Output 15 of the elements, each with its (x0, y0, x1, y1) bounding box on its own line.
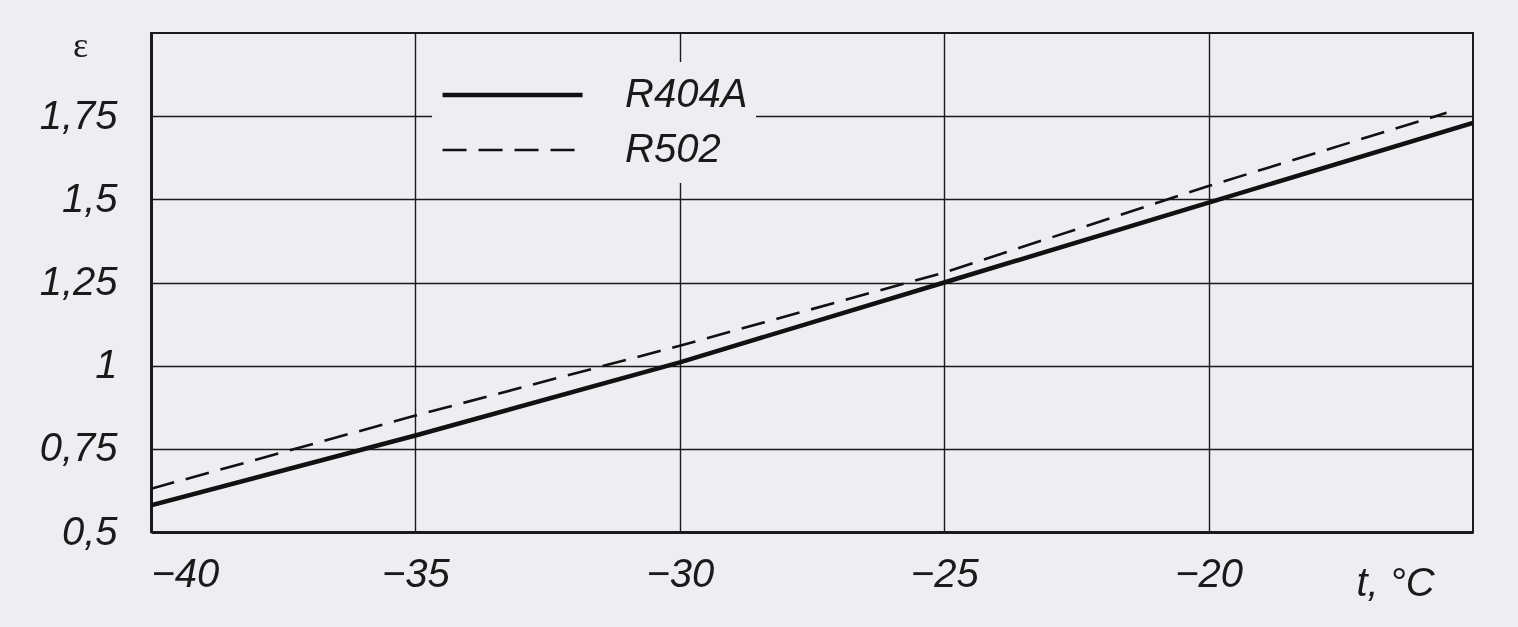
y-tick-label: 1,5 (61, 175, 119, 220)
x-tick-label: −40 (151, 550, 220, 595)
y-tick-label: 1 (95, 342, 118, 387)
legend-label: R404A (625, 70, 748, 115)
x-tick-label: −35 (381, 550, 451, 595)
y-tick-label: 1,75 (39, 92, 119, 137)
y-tick-label: 0,5 (61, 508, 119, 553)
y-tick-label: 1,25 (39, 259, 119, 303)
x-tick-label: −30 (646, 550, 715, 595)
y-axis-title: ε (72, 24, 89, 65)
x-tick-label: −20 (1175, 550, 1244, 595)
x-axis-title: t, °C (1356, 559, 1436, 604)
legend-label: R502 (625, 125, 721, 170)
x-tick-label: −25 (910, 550, 980, 595)
y-tick-label: 0,75 (39, 425, 119, 470)
